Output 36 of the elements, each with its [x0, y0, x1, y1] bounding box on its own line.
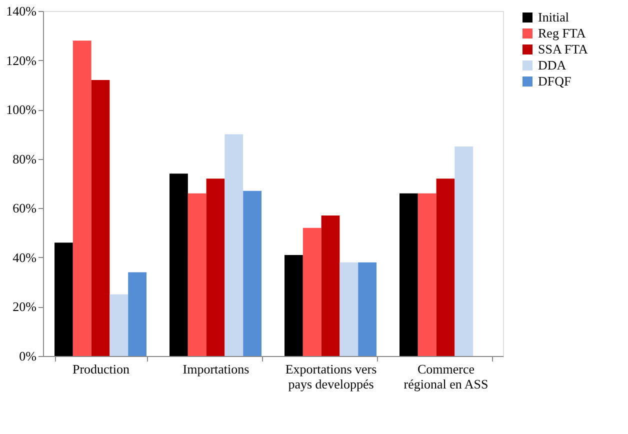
bar [224, 134, 244, 356]
y-tick-label: 60% [12, 200, 37, 216]
y-tick-label: 140% [6, 4, 37, 18]
bar [91, 80, 110, 356]
bar [400, 193, 418, 356]
bar [418, 193, 436, 356]
x-tick-label: Importations [182, 362, 250, 376]
y-tick-label: 40% [12, 250, 37, 265]
bar [110, 294, 128, 356]
bar [170, 174, 188, 356]
bar [243, 190, 262, 356]
bar [284, 254, 303, 356]
bar [128, 272, 146, 356]
bar [321, 216, 340, 356]
bar [340, 262, 358, 356]
bar [188, 193, 206, 356]
legend-label: Initial [538, 10, 570, 24]
bar [436, 178, 455, 356]
y-tick-label: 120% [6, 52, 37, 68]
y-tick-label: 0% [19, 348, 37, 364]
x-tick-label: Production [72, 362, 130, 376]
x-tick-label: Commerce régional en ASS [404, 362, 488, 392]
legend-label: DFQF [538, 74, 572, 88]
legend-label: DDA [538, 58, 567, 72]
bar [54, 242, 73, 356]
y-tick-label: 100% [6, 102, 37, 118]
legend-label: Reg FTA [538, 26, 586, 40]
bar [206, 178, 225, 356]
y-tick-label: 20% [12, 299, 37, 314]
legend-label: SSA FTA [538, 42, 589, 56]
bar [302, 228, 322, 356]
x-tick-label: Exportations vers pays developpés [285, 362, 377, 392]
y-tick-label: 80% [12, 151, 37, 166]
bar [72, 40, 92, 356]
bar [358, 262, 376, 356]
bar [454, 146, 474, 356]
